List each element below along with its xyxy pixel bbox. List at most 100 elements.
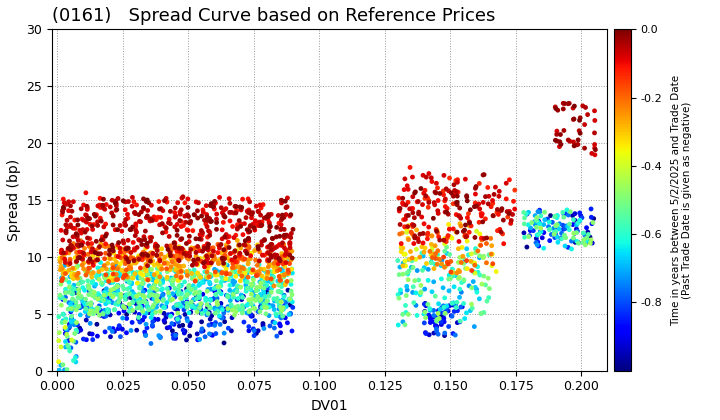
Point [498, 240, 510, 247]
Point [195, 310, 207, 316]
Point [533, 243, 544, 249]
Point [589, 145, 600, 152]
Point [151, 270, 163, 276]
Point [152, 276, 163, 282]
Point [144, 218, 156, 224]
Point [406, 257, 418, 264]
Point [165, 313, 176, 320]
Point [86, 289, 97, 296]
Point [495, 228, 507, 235]
Point [190, 253, 202, 260]
Point [99, 307, 110, 314]
Point [156, 286, 167, 293]
Point [241, 310, 253, 316]
Point [229, 288, 240, 295]
Point [87, 278, 99, 284]
Point [195, 300, 207, 307]
Point [146, 249, 158, 256]
Point [526, 219, 537, 226]
Point [409, 214, 420, 221]
Point [210, 291, 222, 298]
Point [167, 277, 179, 284]
Point [138, 196, 149, 202]
Point [451, 200, 462, 206]
Point [91, 218, 103, 225]
Point [428, 312, 440, 319]
Point [561, 207, 572, 213]
Point [418, 311, 430, 318]
Point [112, 195, 124, 202]
Point [153, 253, 164, 260]
Point [150, 243, 161, 250]
Point [54, 294, 66, 301]
Point [256, 252, 268, 258]
Point [228, 294, 240, 301]
Point [127, 272, 139, 279]
Point [554, 138, 565, 145]
Point [55, 278, 67, 285]
Point [89, 291, 101, 298]
Point [457, 253, 469, 260]
Point [181, 286, 192, 292]
Point [181, 315, 193, 322]
Point [65, 202, 76, 209]
Point [167, 290, 179, 297]
Point [93, 251, 104, 257]
Point [230, 265, 241, 272]
Point [195, 274, 207, 281]
Point [132, 275, 144, 281]
Point [411, 199, 423, 205]
Point [252, 241, 264, 248]
Point [283, 311, 294, 318]
Point [523, 232, 535, 239]
Point [197, 328, 209, 334]
Point [265, 278, 276, 285]
Point [116, 267, 127, 273]
Point [254, 248, 266, 255]
Point [239, 276, 251, 282]
Point [63, 279, 75, 286]
Point [135, 209, 147, 215]
Point [83, 308, 94, 315]
Point [569, 217, 580, 223]
Point [139, 294, 150, 300]
Point [455, 304, 467, 310]
Point [218, 260, 230, 267]
Point [448, 193, 459, 199]
Point [438, 188, 449, 194]
Point [160, 304, 171, 310]
Point [209, 206, 220, 213]
Point [469, 203, 480, 210]
Point [487, 197, 498, 204]
Point [428, 318, 439, 325]
Point [204, 251, 216, 258]
Point [68, 234, 79, 240]
Point [400, 262, 411, 269]
Point [207, 332, 218, 339]
Point [179, 200, 191, 206]
Point [80, 305, 91, 312]
Point [102, 270, 113, 277]
Point [131, 269, 143, 276]
Point [61, 333, 73, 340]
Point [575, 217, 586, 224]
Point [112, 265, 123, 272]
Point [237, 265, 248, 272]
Point [209, 295, 220, 302]
Point [65, 344, 76, 351]
Point [449, 272, 461, 279]
Point [250, 218, 261, 224]
Point [445, 276, 456, 282]
Point [201, 312, 212, 318]
Point [95, 307, 107, 314]
Point [532, 239, 544, 245]
Point [78, 202, 89, 208]
Point [233, 242, 244, 249]
Point [449, 332, 461, 339]
Point [74, 275, 86, 282]
Point [172, 316, 184, 323]
Point [276, 265, 288, 272]
Point [453, 267, 464, 274]
Point [282, 271, 293, 278]
Point [64, 348, 76, 354]
